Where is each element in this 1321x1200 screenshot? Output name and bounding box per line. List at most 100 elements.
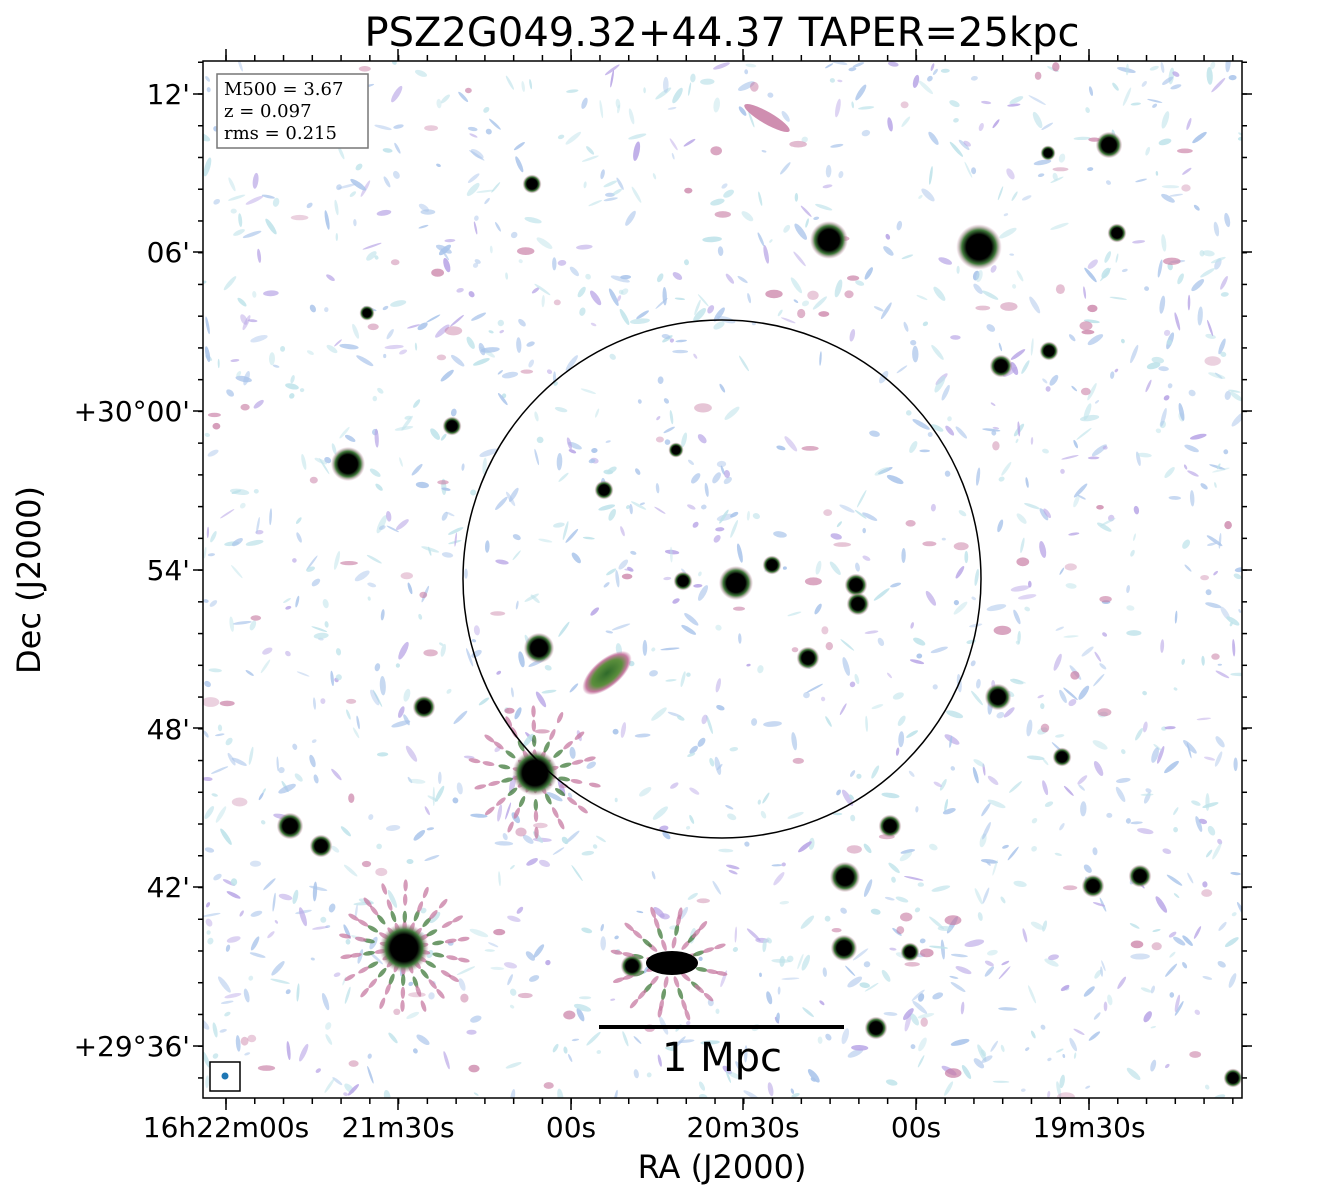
noise-speck — [1073, 1028, 1085, 1035]
noise-speck — [1205, 849, 1213, 858]
noise-speck — [203, 280, 207, 284]
noise-speck — [212, 1022, 218, 1038]
noise-speck — [964, 550, 969, 564]
noise-speck — [630, 501, 647, 510]
noise-speck — [697, 737, 706, 747]
faint-emission — [468, 1064, 480, 1073]
noise-speck — [950, 766, 956, 771]
noise-speck — [1040, 1024, 1046, 1030]
noise-speck — [791, 732, 798, 751]
noise-speck — [1193, 204, 1200, 211]
faint-emission — [367, 323, 379, 331]
faint-emission — [789, 140, 807, 148]
noise-speck — [614, 797, 618, 803]
noise-speck — [372, 689, 383, 707]
noise-speck — [456, 782, 463, 795]
artifact-ray — [377, 914, 386, 925]
noise-speck — [1223, 449, 1229, 455]
artifact-ray — [543, 741, 550, 753]
noise-speck — [564, 830, 580, 844]
noise-speck — [1030, 338, 1034, 356]
artifact-ray — [549, 729, 556, 741]
noise-speck — [845, 965, 856, 977]
noise-speck — [992, 119, 1000, 129]
noise-speck — [1166, 339, 1173, 346]
artifact-ray — [402, 910, 408, 923]
noise-speck — [903, 1008, 914, 1021]
noise-speck — [933, 781, 942, 788]
noise-speck — [469, 133, 478, 138]
point-source — [418, 701, 430, 713]
noise-speck — [1206, 535, 1223, 547]
artifact-ray — [577, 805, 588, 814]
noise-speck — [766, 937, 772, 944]
point-source — [1044, 149, 1052, 157]
noise-speck — [1130, 549, 1135, 557]
noise-speck — [205, 902, 211, 908]
noise-speck — [912, 345, 919, 363]
noise-speck — [852, 948, 869, 961]
noise-speck — [1073, 494, 1080, 508]
noise-speck — [997, 186, 1004, 201]
noise-speck — [588, 458, 596, 464]
noise-speck — [1130, 344, 1139, 364]
noise-speck — [245, 539, 264, 546]
point-source — [767, 560, 777, 570]
noise-speck — [1011, 191, 1018, 201]
noise-speck — [1159, 295, 1166, 314]
noise-speck — [489, 245, 493, 254]
noise-speck — [930, 63, 935, 72]
noise-speck — [406, 1011, 420, 1019]
noise-speck — [1073, 1052, 1077, 1059]
noise-speck — [1063, 687, 1078, 701]
faint-emission — [553, 299, 561, 306]
noise-speck — [738, 106, 747, 116]
noise-speck — [681, 432, 688, 448]
point-source — [905, 947, 915, 957]
noise-speck — [871, 704, 884, 710]
noise-speck — [1164, 760, 1179, 774]
artifact-ray — [553, 749, 563, 758]
noise-speck — [998, 342, 1003, 352]
noise-speck — [534, 448, 540, 466]
noise-speck — [709, 757, 715, 767]
extended-emission — [744, 104, 790, 132]
artifact-ray — [551, 807, 559, 819]
noise-speck — [220, 828, 232, 845]
faint-emission — [424, 125, 438, 131]
noise-speck — [949, 735, 953, 748]
noise-speck — [1087, 334, 1104, 346]
noise-speck — [822, 184, 833, 189]
noise-speck — [386, 328, 394, 340]
artifact-ray — [384, 983, 391, 995]
noise-speck — [553, 522, 565, 528]
faint-emission — [348, 1060, 359, 1067]
artifact-ray — [438, 898, 448, 909]
noise-speck — [228, 177, 236, 192]
faint-emission — [219, 700, 235, 707]
noise-speck — [576, 244, 593, 250]
noise-speck — [1184, 444, 1199, 453]
faint-emission — [1062, 885, 1078, 891]
noise-speck — [1052, 172, 1058, 181]
noise-speck — [558, 621, 570, 637]
noise-speck — [339, 343, 359, 350]
noise-speck — [337, 146, 345, 160]
noise-speck — [1158, 138, 1172, 146]
noise-speck — [672, 598, 680, 604]
noise-speck — [663, 576, 672, 581]
artifact-ray — [493, 741, 504, 750]
faint-emission — [896, 926, 905, 935]
noise-speck — [225, 737, 233, 746]
noise-speck — [1060, 984, 1070, 992]
x-tick-label: 19m30s — [1032, 1111, 1145, 1144]
point-source — [523, 761, 547, 785]
artifact-ray — [448, 974, 459, 983]
noise-speck — [685, 1020, 691, 1026]
noise-speck — [352, 323, 360, 339]
artifact-ray — [556, 712, 564, 724]
point-source — [531, 640, 547, 656]
artifact-ray — [694, 984, 705, 994]
noise-speck — [580, 388, 597, 394]
noise-speck — [713, 97, 721, 113]
